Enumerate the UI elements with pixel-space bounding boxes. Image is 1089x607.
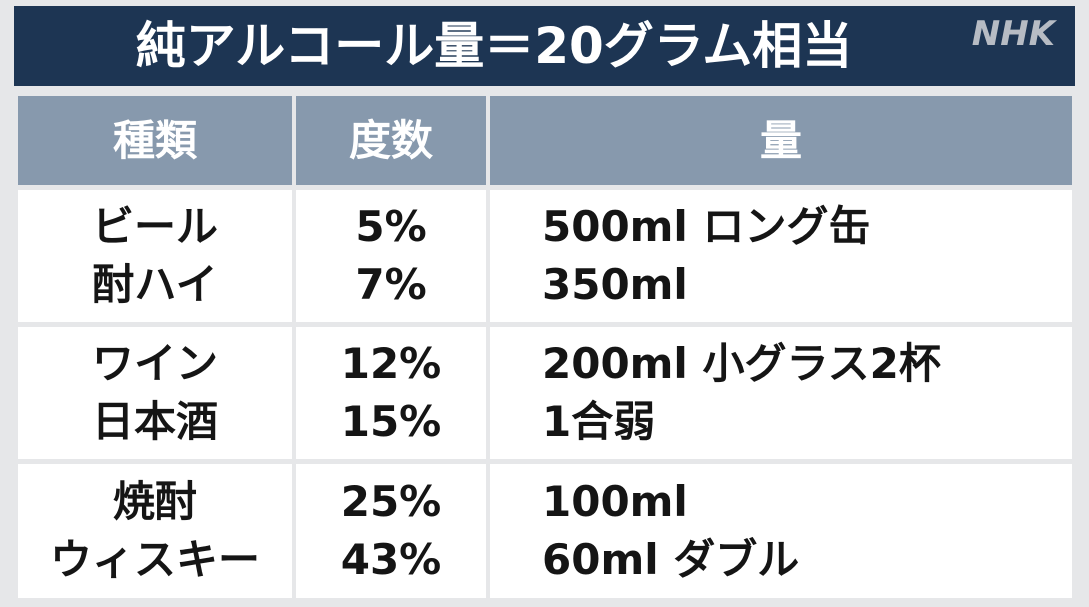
cell-text: 1合弱 [542, 397, 656, 446]
title-bar: 純アルコール量＝20グラム相当 NHK [14, 6, 1075, 86]
table-cell: 100ml 60ml ダブル [490, 464, 1072, 598]
cell-text: 43% [340, 535, 442, 584]
cell-text: 種類 [112, 115, 197, 165]
cell-text: 15% [340, 397, 442, 446]
table-cell: ビール 酎ハイ [18, 190, 292, 322]
title: 純アルコール量＝20グラム相当 [135, 17, 853, 75]
table-cell: 12% 15% [296, 327, 486, 459]
table-cell: 焼酎 ウィスキー [18, 464, 292, 598]
cell-text: 60ml ダブル [542, 535, 800, 584]
cell-text: ウィスキー [49, 535, 260, 584]
cell-text: 12% [340, 339, 442, 388]
cell-text: 500ml ロング缶 [542, 202, 871, 251]
table-cell: 500ml ロング缶 350ml [490, 190, 1072, 322]
cell-text: 焼酎 [112, 477, 197, 526]
table-cell: ワイン 日本酒 [18, 327, 292, 459]
cell-text: ワイン [91, 339, 218, 388]
header-cell: 度数 [296, 96, 486, 185]
header-cell: 種類 [18, 96, 292, 185]
watermark: NHK [971, 14, 1055, 54]
cell-text: 100ml [542, 477, 688, 526]
cell-text: ビール [91, 202, 218, 251]
table-cell: 200ml 小グラス2杯 1合弱 [490, 327, 1072, 459]
table-cell: 5% 7% [296, 190, 486, 322]
cell-text: 量 [759, 115, 802, 165]
cell-text: 5% [355, 202, 427, 251]
cell-text: 7% [355, 260, 427, 309]
cell-text: 日本酒 [91, 397, 218, 446]
cell-text: 25% [340, 477, 442, 526]
table-cell: 25% 43% [296, 464, 486, 598]
cell-text: 200ml 小グラス2杯 [542, 339, 941, 388]
cell-text: 350ml [542, 260, 688, 309]
cell-text: 酎ハイ [92, 260, 218, 309]
cell-text: 度数 [348, 115, 433, 165]
header-cell: 量 [490, 96, 1072, 185]
